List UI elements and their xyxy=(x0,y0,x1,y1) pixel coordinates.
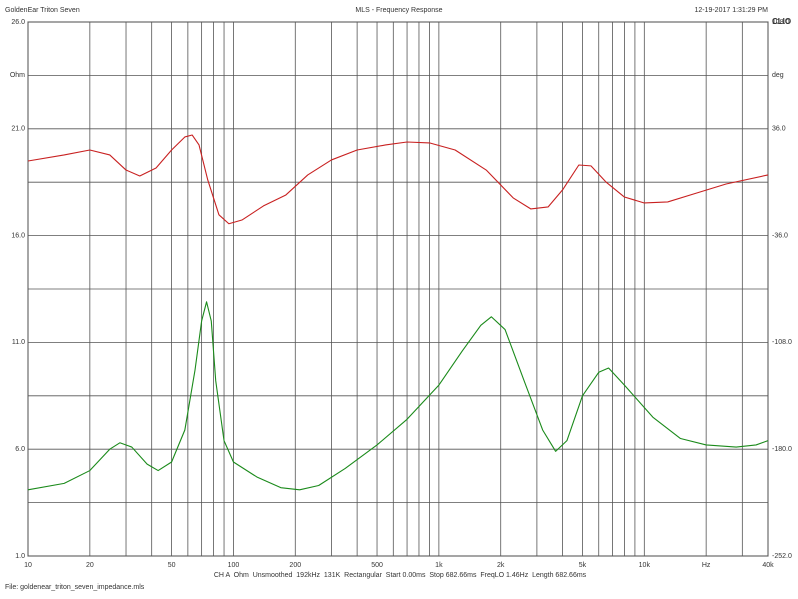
x-tick-label: 50 xyxy=(168,562,176,569)
y2-unit: deg xyxy=(772,72,784,79)
y2-tick-label: -252.0 xyxy=(772,553,792,560)
info-line: CH A Ohm Unsmoothed 192kHz 131K Rectangu… xyxy=(214,572,587,579)
x-tick-label: 500 xyxy=(371,562,383,569)
y2-tick-label: 108.0 xyxy=(772,19,790,26)
x-unit: Hz xyxy=(702,562,711,569)
y-tick-label: 16.0 xyxy=(11,232,25,239)
x-tick-label: 100 xyxy=(228,562,240,569)
x-tick-label: 40k xyxy=(762,562,774,569)
x-tick-label: 10 xyxy=(24,562,32,569)
x-tick-label: 1k xyxy=(435,562,443,569)
x-tick-label: 10k xyxy=(639,562,651,569)
series-line xyxy=(27,301,769,491)
brand: CLIO xyxy=(772,17,791,26)
y-tick-label: 21.0 xyxy=(11,126,25,133)
chart-title: MLS - Frequency Response xyxy=(355,7,442,14)
header-right: 12-19-2017 1:31:29 PM xyxy=(694,7,768,14)
series-line xyxy=(27,134,769,225)
y-tick-label: 11.0 xyxy=(12,339,25,346)
y2-tick-label: -180.0 xyxy=(772,446,792,453)
x-tick-label: 20 xyxy=(86,562,94,569)
file-name: File: goldenear_triton_seven_impedance.m… xyxy=(5,584,145,591)
y-unit: Ohm xyxy=(10,72,25,79)
x-tick-label: 5k xyxy=(579,562,587,569)
y2-tick-label: 36.0 xyxy=(772,126,786,133)
header-left: GoldenEar Triton Seven xyxy=(5,7,80,14)
x-tick-label: 200 xyxy=(289,562,301,569)
y2-tick-label: -108.0 xyxy=(772,339,792,346)
y2-tick-label: -36.0 xyxy=(772,232,788,239)
x-tick-label: 2k xyxy=(497,562,505,569)
y-tick-label: 26.0 xyxy=(11,19,25,26)
y-tick-label: 6.0 xyxy=(15,446,25,453)
y-tick-label: 1.0 xyxy=(15,553,25,560)
